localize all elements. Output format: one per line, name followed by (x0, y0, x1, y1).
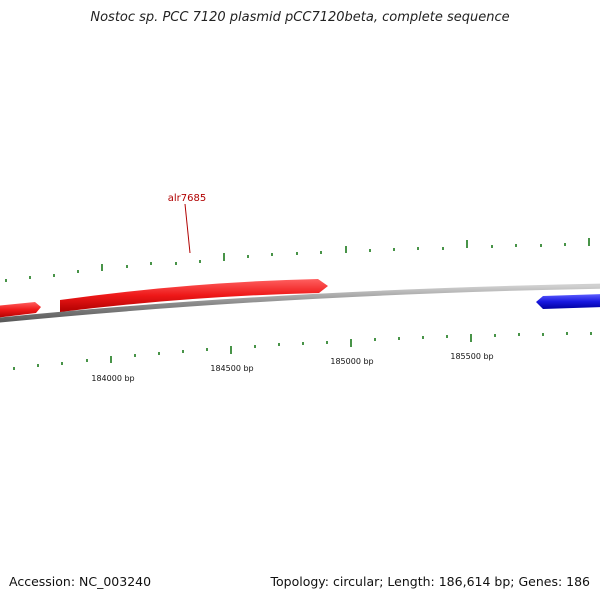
scale-label-184000: 184000 bp (91, 374, 134, 383)
gene-arrow-alr7685 (60, 279, 328, 312)
scale-ticks (13, 332, 592, 370)
gene-label-alr7685[interactable]: alr7685 (168, 193, 206, 204)
plasmid-backbone (0, 283, 600, 323)
scale-label-185500: 185500 bp (450, 352, 493, 361)
gene-arrow-forward-left (0, 302, 41, 318)
scale-label-184500: 184500 bp (210, 364, 253, 373)
gene-arrow-reverse-right[interactable] (536, 294, 600, 309)
topology-label: Topology: circular; Length: 186,614 bp; … (270, 574, 591, 589)
accession-label: Accession: NC_003240 (9, 574, 152, 589)
scale-label-185000: 185000 bp (330, 357, 373, 366)
gene-label-leader (184, 203, 191, 254)
map-title: Nostoc sp. PCC 7120 plasmid pCC7120beta,… (90, 10, 510, 25)
forward-strand-ticks (5, 238, 590, 282)
